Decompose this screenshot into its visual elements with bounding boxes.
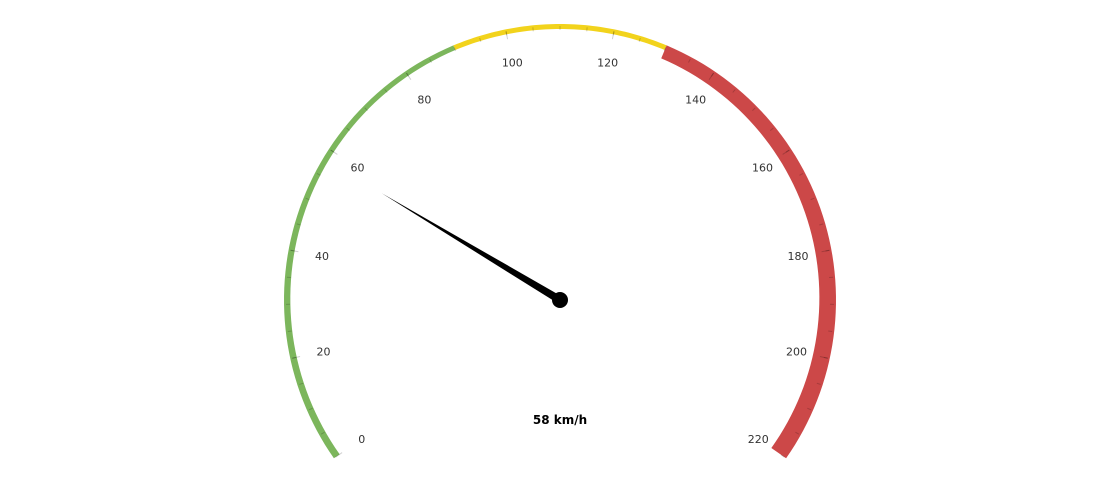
gauge-readout: 58 km/h — [533, 413, 587, 427]
minor-tick — [429, 58, 432, 63]
minor-tick — [638, 37, 641, 43]
minor-tick — [752, 107, 756, 111]
minor-tick — [316, 173, 321, 176]
minor-tick — [296, 223, 301, 226]
major-tick — [406, 72, 412, 80]
tick-label-200: 200 — [786, 345, 807, 358]
minor-tick — [799, 173, 804, 176]
tick-label-60: 60 — [350, 162, 364, 175]
minor-tick — [807, 407, 812, 411]
major-tick — [821, 249, 830, 253]
minor-tick — [346, 127, 351, 131]
gauge-band-yellow — [453, 24, 667, 51]
major-tick — [505, 31, 509, 40]
tick-label-100: 100 — [502, 57, 523, 70]
major-tick — [708, 72, 714, 80]
minor-tick — [780, 454, 785, 458]
gauge-tick-labels: 0 20 40 60 80 100 120 140 160 180 200 220 — [315, 57, 808, 446]
minor-tick — [825, 249, 830, 252]
gauge-band-green — [284, 45, 456, 459]
gauge-needle — [381, 193, 563, 304]
minor-tick — [710, 72, 714, 77]
tick-label-220: 220 — [748, 433, 769, 446]
minor-tick — [769, 127, 774, 131]
tick-label-20: 20 — [317, 345, 331, 358]
tick-label-180: 180 — [787, 250, 808, 263]
minor-tick — [406, 72, 410, 77]
gauge-needle-group — [381, 193, 568, 308]
gauge-band-red — [661, 45, 836, 459]
tick-label-80: 80 — [417, 94, 431, 107]
tick-label-120: 120 — [597, 57, 618, 70]
minor-tick — [732, 89, 736, 93]
gauge-needle-hub — [552, 292, 568, 308]
minor-tick — [795, 431, 800, 435]
tick-label-160: 160 — [752, 162, 773, 175]
minor-tick — [612, 31, 615, 36]
tick-label-40: 40 — [315, 250, 329, 263]
minor-tick — [292, 356, 297, 359]
major-tick — [292, 356, 301, 359]
minor-tick — [364, 107, 368, 111]
minor-tick — [688, 58, 691, 63]
minor-tick — [479, 37, 482, 43]
minor-tick — [505, 31, 508, 36]
major-tick — [782, 149, 790, 155]
minor-tick — [816, 382, 821, 385]
minor-tick — [384, 89, 388, 93]
minor-tick — [330, 149, 335, 153]
minor-tick — [810, 197, 815, 201]
minor-tick — [308, 407, 313, 411]
minor-tick — [299, 382, 304, 385]
major-tick — [330, 149, 338, 155]
major-tick — [335, 452, 343, 458]
major-tick — [611, 31, 615, 40]
major-tick — [819, 356, 828, 359]
minor-tick — [320, 431, 325, 435]
minor-tick — [453, 47, 457, 52]
tick-label-0: 0 — [358, 433, 365, 446]
minor-tick — [663, 47, 667, 52]
minor-tick — [785, 149, 790, 153]
gauge-bands — [284, 24, 836, 459]
gauge-ticks — [286, 26, 834, 458]
tick-label-140: 140 — [685, 94, 706, 107]
minor-tick — [290, 249, 295, 252]
minor-tick — [823, 356, 828, 359]
minor-tick — [305, 197, 310, 201]
major-tick — [290, 249, 299, 253]
minor-tick — [819, 223, 824, 226]
